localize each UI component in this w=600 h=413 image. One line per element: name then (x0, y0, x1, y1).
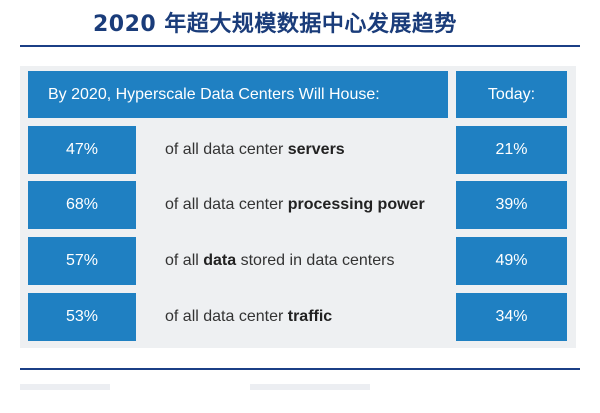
header-main: By 2020, Hyperscale Data Centers Will Ho… (28, 71, 448, 118)
row-description-servers: of all data center servers (165, 126, 450, 174)
desc-bold: processing power (287, 196, 425, 213)
top-divider (20, 45, 580, 47)
desc-text: of all data center (165, 196, 284, 213)
row-description-traffic: of all data center traffic (165, 293, 450, 341)
value-2020-traffic: 53% (28, 293, 136, 341)
value-today-data-stored: 49% (456, 237, 567, 285)
faint-mark (250, 384, 370, 390)
desc-text: of all (165, 252, 199, 269)
faint-mark (20, 384, 110, 390)
row-description-processing-power: of all data center processing power (165, 181, 450, 229)
row-description-data-stored: of all data stored in data centers (165, 237, 450, 285)
value-today-processing-power: 39% (456, 181, 567, 229)
desc-bold: servers (287, 141, 345, 158)
bottom-divider (20, 368, 580, 370)
desc-text: of all data center (165, 308, 284, 325)
value-today-traffic: 34% (456, 293, 567, 341)
value-2020-servers: 47% (28, 126, 136, 174)
value-today-servers: 21% (456, 126, 567, 174)
page-title: 2020 年超大规模数据中心发展趋势 (93, 12, 457, 37)
desc-text: stored in data centers (240, 252, 395, 269)
header-today: Today: (456, 71, 567, 118)
desc-bold: traffic (287, 308, 333, 325)
value-2020-processing-power: 68% (28, 181, 136, 229)
value-2020-data-stored: 57% (28, 237, 136, 285)
desc-bold: data (203, 252, 237, 269)
desc-text: of all data center (165, 141, 284, 158)
